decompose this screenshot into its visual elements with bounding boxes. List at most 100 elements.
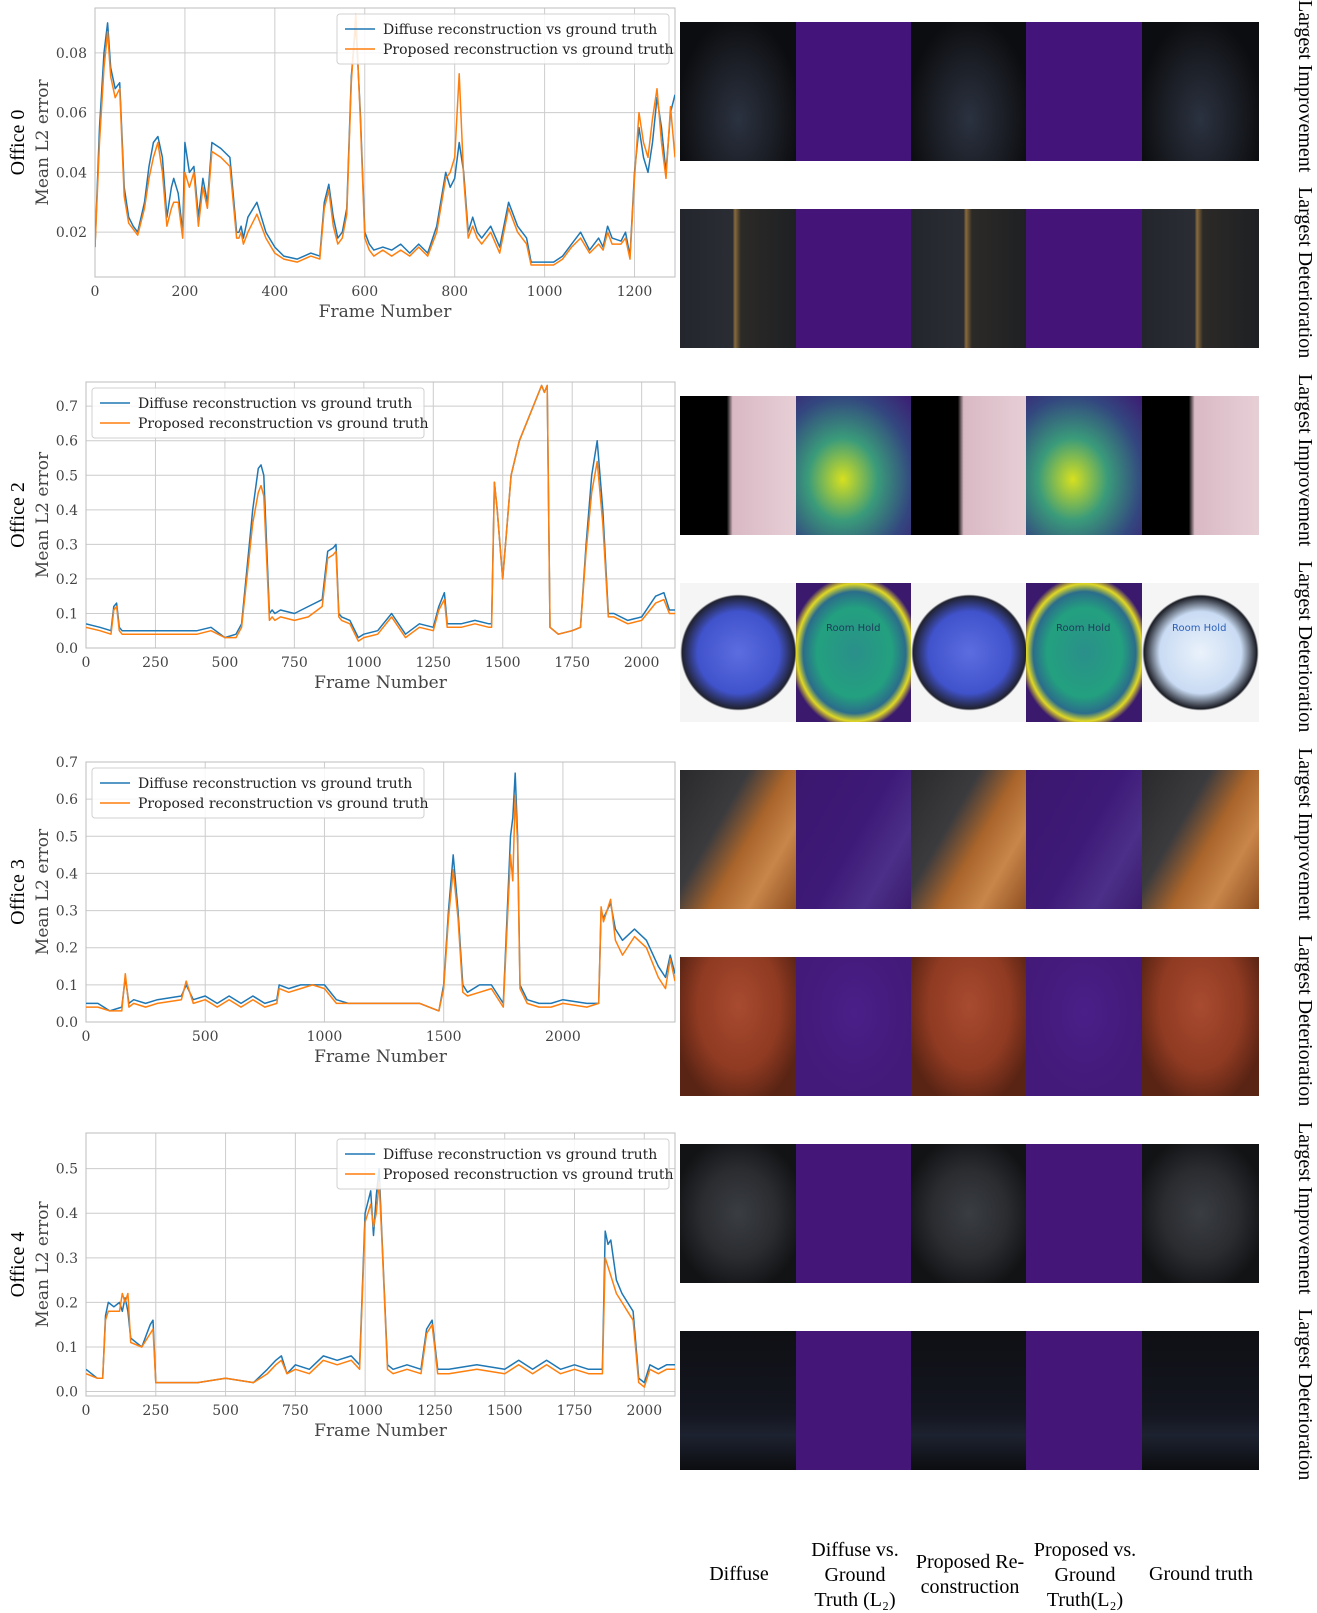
x-tick-label: 2000	[545, 1029, 581, 1045]
thumbnail-image	[680, 770, 797, 909]
y-tick-label: 0.5	[56, 829, 78, 845]
heatmap-thumbnail	[796, 770, 913, 909]
y-tick-label: 0.3	[56, 1251, 78, 1267]
thumbnail-image	[911, 1144, 1028, 1283]
thumbnail-image	[911, 396, 1028, 535]
render-thumbnail	[680, 957, 797, 1096]
thumbnail-image	[796, 1144, 913, 1283]
y-tick-label: 0.6	[56, 434, 78, 450]
thumbnail-image	[1026, 1144, 1143, 1283]
thumbnail-image	[1026, 770, 1143, 909]
x-tick-label: 200	[172, 284, 199, 300]
render-thumbnail	[680, 1331, 797, 1470]
x-tick-label: 500	[192, 1029, 219, 1045]
render-thumbnail	[911, 957, 1028, 1096]
row-label: Largest Deterioration	[1294, 187, 1316, 359]
legend-box	[91, 387, 425, 439]
legend-label: Proposed reconstruction vs ground truth	[138, 796, 429, 812]
legend-label: Proposed reconstruction vs ground truth	[383, 42, 674, 58]
x-tick-label: 1000	[347, 1403, 383, 1419]
x-tick-label: 500	[212, 1403, 239, 1419]
heatmap-thumbnail	[796, 583, 913, 722]
row-label-office: Office 0	[7, 110, 29, 176]
thumbnail-image	[796, 22, 913, 161]
header-line: Diffuse vs.	[811, 1539, 899, 1561]
heatmap-thumbnail	[1026, 1331, 1143, 1470]
row-label: Largest Deterioration	[1294, 1309, 1316, 1481]
thumbnail-image	[1142, 957, 1259, 1096]
legend-label: Proposed reconstruction vs ground truth	[383, 1167, 674, 1183]
thumbnail-image	[1142, 396, 1259, 535]
thumbnail-image	[680, 1331, 797, 1470]
x-tick-label: 1250	[415, 655, 451, 671]
thumbnail-image	[1142, 770, 1259, 909]
x-axis-label: Frame Number	[314, 1047, 448, 1067]
heatmap-thumbnail	[1026, 1144, 1143, 1283]
thumbnail-image	[796, 396, 913, 535]
chart-office-0: 0 200 400 600 800 1000 1200 0.02 0.04 0.06 0.08 Fra…	[0, 0, 700, 325]
render-thumbnail	[911, 1144, 1028, 1283]
image-text: Room Hold	[1172, 623, 1227, 634]
legend-label: Proposed reconstruction vs ground truth	[138, 416, 429, 432]
series-line-proposed	[95, 13, 675, 266]
render-thumbnail	[1142, 209, 1259, 348]
y-tick-label: 0.5	[56, 468, 78, 484]
column-header-proposed: Proposed Re- construction	[911, 1538, 1029, 1600]
y-tick-label: 0.1	[56, 1340, 78, 1356]
thumbnail-image	[680, 396, 797, 535]
heatmap-thumbnail	[1026, 396, 1143, 535]
header-line: Ground	[824, 1564, 886, 1586]
x-tick-label: 2000	[626, 1403, 662, 1419]
heatmap-thumbnail	[1026, 209, 1143, 348]
row-label: Largest Improvement	[1294, 1122, 1316, 1295]
thumbnail-image	[680, 22, 797, 161]
x-tick-label: 800	[441, 284, 468, 300]
header-line: construction	[920, 1576, 1020, 1598]
chart-office-2: 0 250 500 750 1000 1250 1500 1750 2000 0.0 0.1 0.2 0…	[0, 374, 700, 699]
x-tick-label: 1500	[487, 1403, 523, 1419]
column-header-diffuse-vs-gt: Diffuse vs. Ground Truth (L₂)	[796, 1538, 914, 1613]
y-tick-label: 0.2	[56, 1295, 78, 1311]
y-tick-label: 0.0	[56, 1385, 78, 1401]
row-label: Largest Deterioration	[1294, 935, 1316, 1107]
thumbnail-image	[1142, 1144, 1259, 1283]
render-thumbnail	[680, 583, 797, 722]
x-tick-label: 750	[281, 655, 308, 671]
render-thumbnail	[1142, 396, 1259, 535]
y-axis-label: Mean L2 error	[33, 451, 53, 578]
series-line-proposed	[86, 794, 675, 1012]
x-tick-label: 250	[142, 655, 169, 671]
y-tick-label: 0.6	[56, 792, 78, 808]
render-thumbnail	[680, 1144, 797, 1283]
header-line: Truth(L₂)	[1046, 1589, 1124, 1611]
chart-svg-office-4: 0 250 500 750 1000 1250 1500 1750 2000 0.0 0.1 0.2 0…	[7, 1132, 676, 1441]
image-text: Room Hold	[1056, 623, 1111, 634]
plot-frame	[85, 381, 676, 649]
chart-svg-office-0: 0 200 400 600 800 1000 1200 0.02 0.04 0.06 0.08 Fra…	[7, 7, 676, 322]
y-tick-label: 0.3	[56, 537, 78, 553]
thumbnail-image	[1142, 209, 1259, 348]
x-tick-label: 1000	[527, 284, 563, 300]
thumbnail-image	[911, 22, 1028, 161]
render-thumbnail	[911, 583, 1028, 722]
legend-label: Diffuse reconstruction vs ground truth	[138, 396, 412, 412]
thumbnail-image	[1142, 1331, 1259, 1470]
header-line: Diffuse	[709, 1563, 769, 1585]
x-tick-label: 1250	[417, 1403, 453, 1419]
heatmap-thumbnail	[1026, 770, 1143, 909]
heatmap-thumbnail	[796, 209, 913, 348]
y-tick-label: 0.4	[56, 1206, 78, 1222]
header-line: Proposed Re-	[915, 1551, 1025, 1573]
legend-label: Diffuse reconstruction vs ground truth	[138, 776, 412, 792]
legend-box	[336, 13, 670, 65]
y-tick-label: 0.2	[56, 572, 78, 588]
y-tick-label: 0.02	[56, 225, 87, 241]
render-thumbnail	[1142, 1331, 1259, 1470]
header-line: Proposed vs.	[1033, 1539, 1137, 1561]
chart-office-4: 0 250 500 750 1000 1250 1500 1750 2000 0.0 0.1 0.2 0…	[0, 1124, 700, 1449]
legend-label: Diffuse reconstruction vs ground truth	[383, 1147, 657, 1163]
render-thumbnail	[680, 209, 797, 348]
y-tick-label: 0.4	[56, 866, 78, 882]
thumbnail-image	[1026, 396, 1143, 535]
render-thumbnail	[911, 1331, 1028, 1470]
